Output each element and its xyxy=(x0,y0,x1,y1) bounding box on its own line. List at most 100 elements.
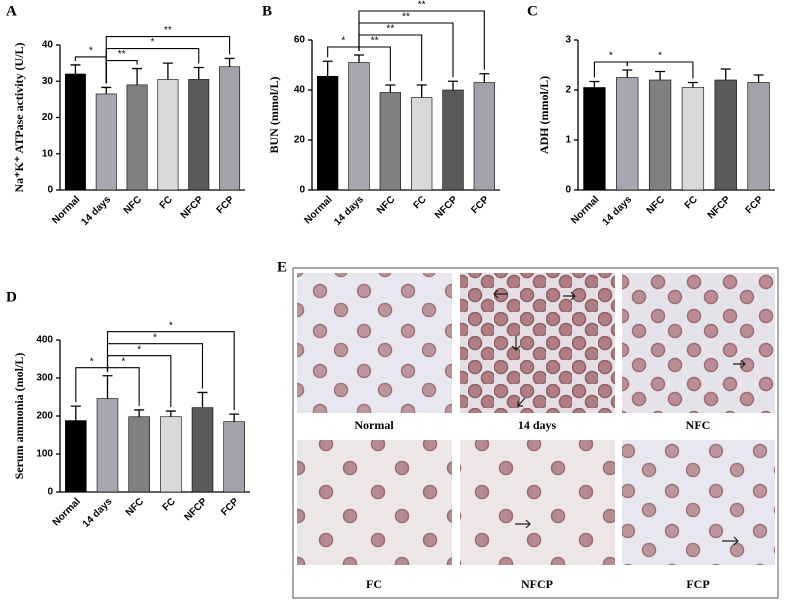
bar xyxy=(126,84,148,191)
x-tick-label: FCP xyxy=(469,194,491,216)
significance-bracket xyxy=(626,61,694,79)
y-tick-label: 0 xyxy=(47,185,53,196)
micrograph xyxy=(297,440,452,565)
error-bar xyxy=(101,86,112,94)
y-tick-label: 40 xyxy=(42,40,54,51)
bar xyxy=(191,407,214,493)
significance-label: * xyxy=(121,356,125,367)
x-tick-label: NFC xyxy=(122,194,144,216)
significance-label: * xyxy=(151,37,155,48)
panel-label: B xyxy=(262,3,272,19)
error-bar xyxy=(197,391,208,408)
image-caption: NFC xyxy=(686,418,711,432)
significance-label: ** xyxy=(418,0,426,11)
y-tick-label: 0 xyxy=(565,185,571,196)
significance-bracket xyxy=(106,331,235,411)
panel-label: C xyxy=(527,3,538,19)
x-tick-label: FCP xyxy=(219,496,241,518)
bar xyxy=(223,421,245,493)
y-tick-label: 40 xyxy=(294,85,306,96)
significance-bracket xyxy=(105,60,138,84)
bar xyxy=(65,420,87,493)
bar xyxy=(348,62,370,191)
image-caption: 14 days xyxy=(518,418,557,432)
y-tick-label: 60 xyxy=(294,35,306,46)
panel-label: D xyxy=(6,289,17,305)
x-tick-label: 14 days xyxy=(601,194,635,228)
error-bar xyxy=(687,81,698,88)
y-tick-label: 20 xyxy=(294,135,306,146)
error-bar xyxy=(70,405,81,421)
y-tick-label: 3 xyxy=(565,35,571,46)
image-caption: NFCP xyxy=(521,577,553,591)
significance-label: ** xyxy=(386,24,394,35)
x-tick-label: NFC xyxy=(375,194,397,216)
significance-label: ** xyxy=(164,25,172,36)
significance-bracket xyxy=(327,46,360,58)
x-tick-label: Normal xyxy=(51,496,83,528)
bar xyxy=(95,93,117,191)
error-bar xyxy=(720,68,731,80)
y-axis-label: ADH (mmol/L) xyxy=(537,76,551,154)
y-tick-label: 10 xyxy=(42,148,54,159)
error-bar xyxy=(589,80,600,88)
y-tick-label: 400 xyxy=(36,335,53,346)
error-bar xyxy=(354,54,364,63)
y-tick-label: 300 xyxy=(36,373,53,384)
x-tick-label: 14 days xyxy=(81,496,115,530)
error-bar xyxy=(655,70,666,80)
x-tick-label: NFCP xyxy=(433,194,460,221)
panel-label: E xyxy=(277,259,287,275)
y-tick-label: 100 xyxy=(36,449,53,460)
bar xyxy=(411,97,433,191)
y-tick-label: 0 xyxy=(299,185,305,196)
significance-label: * xyxy=(169,320,173,331)
bar xyxy=(616,77,639,191)
significance-bracket xyxy=(105,36,231,84)
significance-label: * xyxy=(153,332,157,343)
significance-label: * xyxy=(609,51,613,62)
y-axis-label: Serum ammonia (mol/L) xyxy=(12,353,26,480)
error-bar xyxy=(193,66,204,80)
y-tick-label: 200 xyxy=(36,411,53,422)
bar xyxy=(681,87,705,191)
y-tick-label: 2 xyxy=(565,85,571,96)
significance-label: * xyxy=(90,356,94,367)
micrograph xyxy=(460,440,615,565)
y-tick-label: 30 xyxy=(42,76,54,87)
significance-label: ** xyxy=(402,12,410,23)
bar xyxy=(648,79,672,191)
significance-label: * xyxy=(137,344,141,355)
micrograph xyxy=(460,273,615,413)
micrograph xyxy=(622,273,775,413)
significance-label: * xyxy=(658,51,662,62)
bar xyxy=(747,82,770,191)
image-caption: FCP xyxy=(686,577,709,591)
significance-label: ** xyxy=(118,49,126,60)
y-tick-label: 20 xyxy=(42,112,54,123)
y-axis-label: Na⁺K⁺ ATPase activity (U/L) xyxy=(12,42,26,192)
bar xyxy=(219,66,241,191)
x-tick-label: 14 days xyxy=(80,194,114,228)
error-bar xyxy=(229,413,240,422)
significance-bracket xyxy=(75,367,109,403)
x-tick-label: NFCP xyxy=(182,496,209,523)
error-bar xyxy=(416,84,427,98)
error-bar xyxy=(448,80,458,90)
image-caption: Normal xyxy=(354,418,394,432)
x-tick-label: NFC xyxy=(124,496,146,518)
arrows xyxy=(493,289,746,546)
bar xyxy=(157,79,179,191)
x-tick-label: 14 days xyxy=(332,194,366,228)
error-bar xyxy=(102,375,113,399)
bar xyxy=(473,82,495,191)
panel-label: A xyxy=(6,3,17,19)
x-tick-label: FCP xyxy=(215,194,237,216)
bar xyxy=(442,89,464,191)
bar xyxy=(128,416,150,493)
bar xyxy=(317,75,339,191)
error-bar xyxy=(134,409,145,417)
error-bar xyxy=(479,73,490,83)
x-tick-label: NFCP xyxy=(706,194,733,221)
